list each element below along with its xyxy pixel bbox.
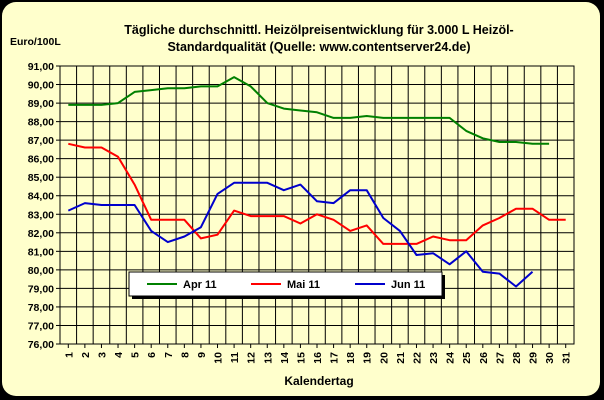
series-line-2 bbox=[68, 142, 566, 245]
x-tick-label: 10 bbox=[213, 352, 225, 364]
y-tick-label: 80,00 bbox=[28, 265, 54, 277]
x-tick-label: 11 bbox=[229, 352, 241, 363]
legend-label-1: Apr 11 bbox=[183, 279, 217, 291]
y-axis-label: Euro/100L bbox=[10, 36, 61, 48]
y-tick-label: 84,00 bbox=[28, 191, 54, 203]
legend-label-3: Jun 11 bbox=[391, 279, 425, 291]
line-chart: Tägliche durchschnittl. Heizölpreisentwi… bbox=[10, 23, 575, 388]
x-tick-label: 26 bbox=[478, 352, 490, 364]
x-tick-label: 23 bbox=[428, 352, 440, 364]
x-tick-label: 19 bbox=[362, 352, 374, 364]
x-tick-label: 22 bbox=[411, 352, 423, 364]
x-tick-label: 7 bbox=[163, 352, 175, 358]
x-tick-label: 30 bbox=[544, 352, 556, 364]
x-tick-label: 6 bbox=[146, 352, 158, 358]
plot-area: 91,00 90,00 89,00 88,00 87,00 86,00 85,00 84,00… bbox=[28, 61, 575, 364]
x-tick-label: 15 bbox=[295, 352, 307, 364]
legend-label-2: Mai 11 bbox=[287, 279, 320, 291]
x-tick-label: 5 bbox=[130, 352, 142, 358]
y-tick-label: 78,00 bbox=[28, 302, 54, 314]
x-tick-label: 13 bbox=[262, 352, 274, 364]
x-tick-label: 4 bbox=[113, 352, 125, 358]
x-tick-label: 29 bbox=[528, 352, 540, 364]
y-tick-label: 85,00 bbox=[28, 172, 54, 184]
y-tick-label: 89,00 bbox=[28, 98, 54, 110]
x-tick-label: 28 bbox=[511, 352, 523, 364]
x-tick-label: 12 bbox=[246, 352, 258, 364]
series-line-1 bbox=[68, 76, 550, 145]
x-tick-label: 14 bbox=[279, 352, 291, 364]
x-tick-label: 31 bbox=[561, 352, 573, 364]
x-tick-label: 25 bbox=[461, 352, 473, 364]
x-tick-label: 3 bbox=[96, 352, 108, 358]
y-tick-label: 88,00 bbox=[28, 117, 54, 129]
y-tick-label: 87,00 bbox=[28, 135, 54, 147]
y-tick-label: 76,00 bbox=[28, 339, 54, 351]
y-tick-label: 83,00 bbox=[28, 209, 54, 221]
y-tick-label: 79,00 bbox=[28, 283, 54, 295]
x-tick-label: 27 bbox=[494, 352, 506, 364]
chart-frame: Tägliche durchschnittl. Heizölpreisentwi… bbox=[2, 2, 600, 396]
y-tick-label: 91,00 bbox=[28, 61, 54, 73]
x-tick-label: 2 bbox=[80, 352, 92, 358]
x-tick-label: 1 bbox=[63, 352, 75, 358]
x-tick-label: 24 bbox=[445, 352, 457, 364]
y-tick-label: 77,00 bbox=[28, 320, 54, 332]
plot-background bbox=[59, 65, 575, 345]
x-tick-label: 17 bbox=[329, 352, 341, 364]
chart-title-line-2: Standardqualität (Quelle: www.contentser… bbox=[167, 40, 470, 54]
y-tick-label: 82,00 bbox=[28, 228, 54, 240]
x-tick-label: 20 bbox=[378, 352, 390, 364]
legend-box bbox=[128, 271, 443, 297]
x-tick-label: 16 bbox=[312, 352, 324, 364]
y-tick-label: 81,00 bbox=[28, 246, 54, 258]
x-tick-label: 21 bbox=[395, 352, 407, 364]
series-line-3 bbox=[67, 181, 534, 288]
y-tick-label: 86,00 bbox=[28, 154, 54, 166]
x-tick-label: 18 bbox=[345, 352, 357, 364]
chart-title-line-1: Tägliche durchschnittl. Heizölpreisentwi… bbox=[124, 23, 513, 37]
x-tick-label: 9 bbox=[196, 352, 208, 358]
x-axis-label: Kalendertag bbox=[284, 374, 353, 388]
y-tick-label: 90,00 bbox=[28, 80, 54, 92]
x-tick-label: 8 bbox=[179, 352, 191, 358]
